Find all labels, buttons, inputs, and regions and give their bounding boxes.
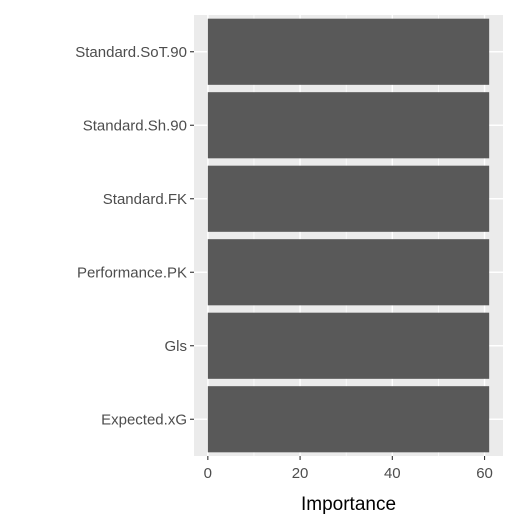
bar-expected-xg bbox=[207, 386, 490, 453]
x-axis-title: Importance bbox=[301, 494, 396, 515]
x-tick-label: 0 bbox=[204, 465, 212, 482]
y-tick-label: Standard.SoT.90 bbox=[75, 44, 187, 61]
bar-standard-sh-90 bbox=[207, 92, 490, 159]
x-tick-label: 40 bbox=[384, 465, 401, 482]
y-axis: Standard.SoT.90 Standard.Sh.90 Standard.FK… bbox=[75, 44, 194, 428]
plot-panel bbox=[194, 15, 503, 456]
y-tick-label: Standard.Sh.90 bbox=[83, 117, 187, 134]
bar-standard-fk bbox=[207, 165, 490, 232]
bar-performance-pk bbox=[207, 239, 490, 306]
y-tick-label: Gls bbox=[165, 338, 188, 355]
x-tick-label: 60 bbox=[476, 465, 493, 482]
x-axis: 0 20 40 60 bbox=[204, 456, 493, 482]
y-tick-label: Standard.FK bbox=[103, 191, 187, 208]
bar-standard-sot-90 bbox=[207, 18, 490, 85]
y-tick-label: Performance.PK bbox=[77, 264, 187, 281]
bars bbox=[207, 18, 490, 453]
y-tick-label: Expected.xG bbox=[101, 411, 187, 428]
bar-gls bbox=[207, 312, 490, 379]
x-tick-label: 20 bbox=[292, 465, 309, 482]
